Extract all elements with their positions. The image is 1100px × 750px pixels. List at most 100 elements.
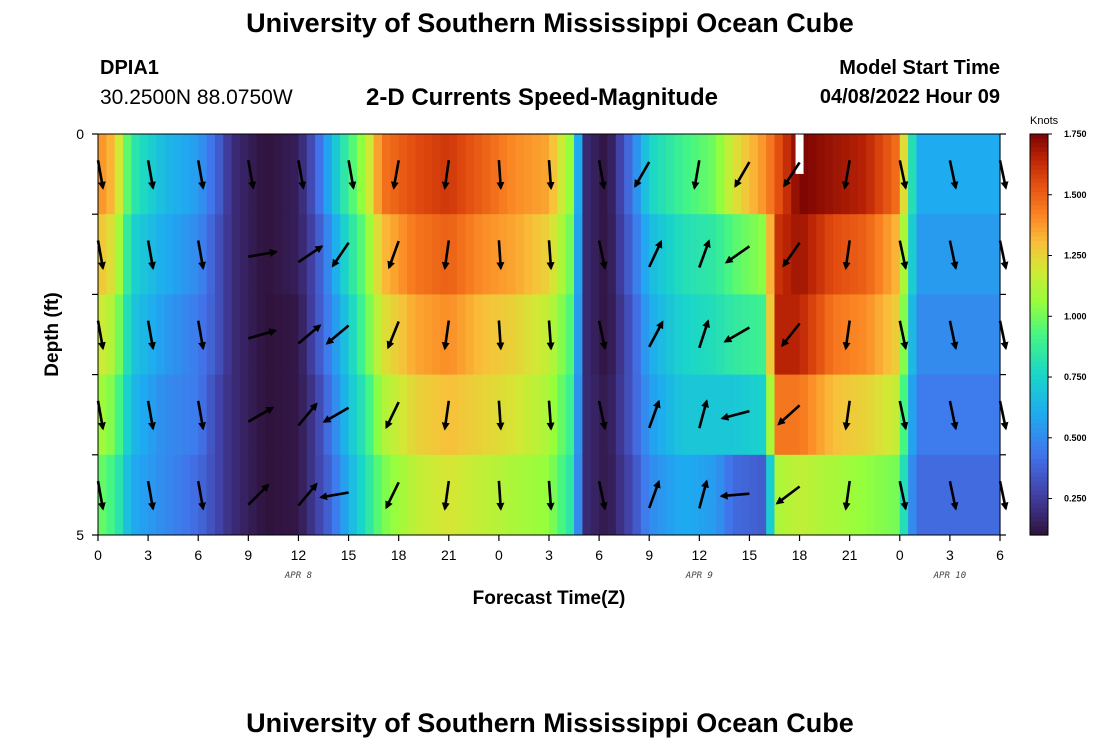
x-tick-label: 9: [645, 547, 653, 563]
heatmap-cell: [624, 374, 634, 456]
heatmap-cell: [248, 454, 258, 536]
heatmap-cell: [599, 214, 609, 295]
heatmap-cell: [949, 134, 959, 215]
heatmap-cell: [599, 134, 609, 215]
heatmap-cell: [223, 134, 233, 215]
current-arrow: [948, 160, 959, 190]
current-arrow: [247, 483, 270, 506]
heatmap-cell: [665, 214, 675, 295]
colorbar-cell: [1030, 361, 1048, 367]
current-arrow: [698, 239, 711, 268]
colorbar-cell: [1030, 138, 1048, 144]
heatmap-cell: [624, 214, 634, 295]
current-arrow: [719, 491, 750, 500]
heatmap-cell: [290, 374, 300, 456]
heatmap-cell: [916, 294, 926, 376]
heatmap-cell: [958, 294, 968, 376]
heatmap-cell: [716, 374, 725, 456]
heatmap-cell: [457, 294, 467, 376]
heatmap-cell: [98, 294, 107, 376]
heatmap-cell: [248, 134, 258, 215]
heatmap-cell: [949, 374, 959, 456]
heatmap-cell: [557, 374, 567, 456]
heatmap-cell: [148, 294, 158, 376]
colorbar-cell: [1030, 521, 1048, 527]
heatmap-cell: [432, 134, 442, 215]
current-arrow: [331, 241, 350, 268]
heatmap-cell: [515, 134, 525, 215]
heatmap-cell: [348, 454, 358, 536]
current-arrow: [775, 485, 801, 505]
current-arrow: [441, 320, 451, 351]
colorbar-cell: [1030, 512, 1048, 518]
heatmap-cell: [966, 374, 976, 456]
current-arrow: [546, 160, 555, 191]
current-arrow: [387, 240, 400, 270]
heatmap-cell: [615, 374, 625, 456]
heatmap-cell: [131, 214, 141, 295]
heatmap-cell: [674, 134, 684, 215]
current-arrow: [998, 400, 1009, 431]
heatmap-cell: [498, 214, 508, 295]
colorbar-cell: [1030, 347, 1048, 353]
colorbar-tick-label: 0.500: [1064, 433, 1087, 443]
current-arrow: [648, 239, 663, 268]
heatmap-cell: [565, 374, 575, 456]
current-arrow: [648, 320, 664, 348]
current-arrow: [691, 160, 701, 190]
x-tick-label: 18: [792, 547, 808, 563]
heatmap-cell: [131, 374, 141, 456]
colorbar-cell: [1030, 276, 1048, 282]
heatmap-cell: [832, 454, 842, 536]
heatmap-cell: [415, 214, 425, 295]
heatmap-cell: [690, 294, 700, 376]
current-arrow: [841, 160, 851, 190]
heatmap-cell: [340, 294, 350, 376]
colorbar-cell: [1030, 209, 1048, 215]
heatmap-cell: [899, 374, 909, 456]
heatmap-cell: [448, 134, 458, 215]
heatmap-cell: [549, 374, 558, 456]
colorbar-cell: [1030, 468, 1048, 474]
heatmap-cell: [941, 454, 951, 536]
heatmap-cell: [231, 454, 241, 536]
heatmap-cell: [565, 454, 575, 536]
current-arrow: [196, 480, 206, 511]
heatmap-cell: [966, 134, 976, 215]
heatmap-cell: [640, 454, 650, 536]
heatmap-cell: [523, 374, 533, 456]
heatmap-cell: [106, 294, 116, 376]
colorbar-cell: [1030, 472, 1048, 478]
heatmap-cell: [189, 134, 199, 215]
heatmap-cell: [849, 214, 859, 295]
heatmap-cell: [824, 294, 834, 376]
heatmap-cell: [724, 214, 734, 295]
heatmap-cell: [348, 134, 358, 215]
heatmap-cell: [766, 134, 776, 215]
heatmap-cell: [816, 374, 826, 456]
heatmap-cell: [532, 214, 542, 295]
heatmap-cell: [657, 134, 667, 215]
heatmap-cell: [164, 294, 174, 376]
current-arrow: [297, 160, 307, 190]
heatmap-cell: [899, 454, 909, 536]
footer-title: University of Southern Mississippi Ocean…: [246, 708, 854, 738]
heatmap-cell: [799, 134, 809, 215]
heatmap-cell: [766, 374, 776, 456]
heatmap-cell: [356, 374, 366, 456]
colorbar-tick-label: 1.500: [1064, 190, 1087, 200]
heatmap-cell: [239, 374, 249, 456]
heatmap-cell: [473, 214, 483, 295]
colorbar-tick-label: 1.750: [1064, 129, 1087, 139]
colorbar-cell: [1030, 303, 1048, 309]
heatmap-cell: [239, 294, 249, 376]
heatmap-cell: [640, 294, 650, 376]
heatmap-cell: [816, 214, 826, 295]
colorbar-cell: [1030, 450, 1048, 456]
current-arrow: [998, 240, 1009, 270]
heatmap-cell: [173, 214, 183, 295]
heatmap-cell: [799, 294, 809, 376]
heatmap-cell: [807, 214, 817, 295]
heatmap-cell: [523, 214, 533, 295]
